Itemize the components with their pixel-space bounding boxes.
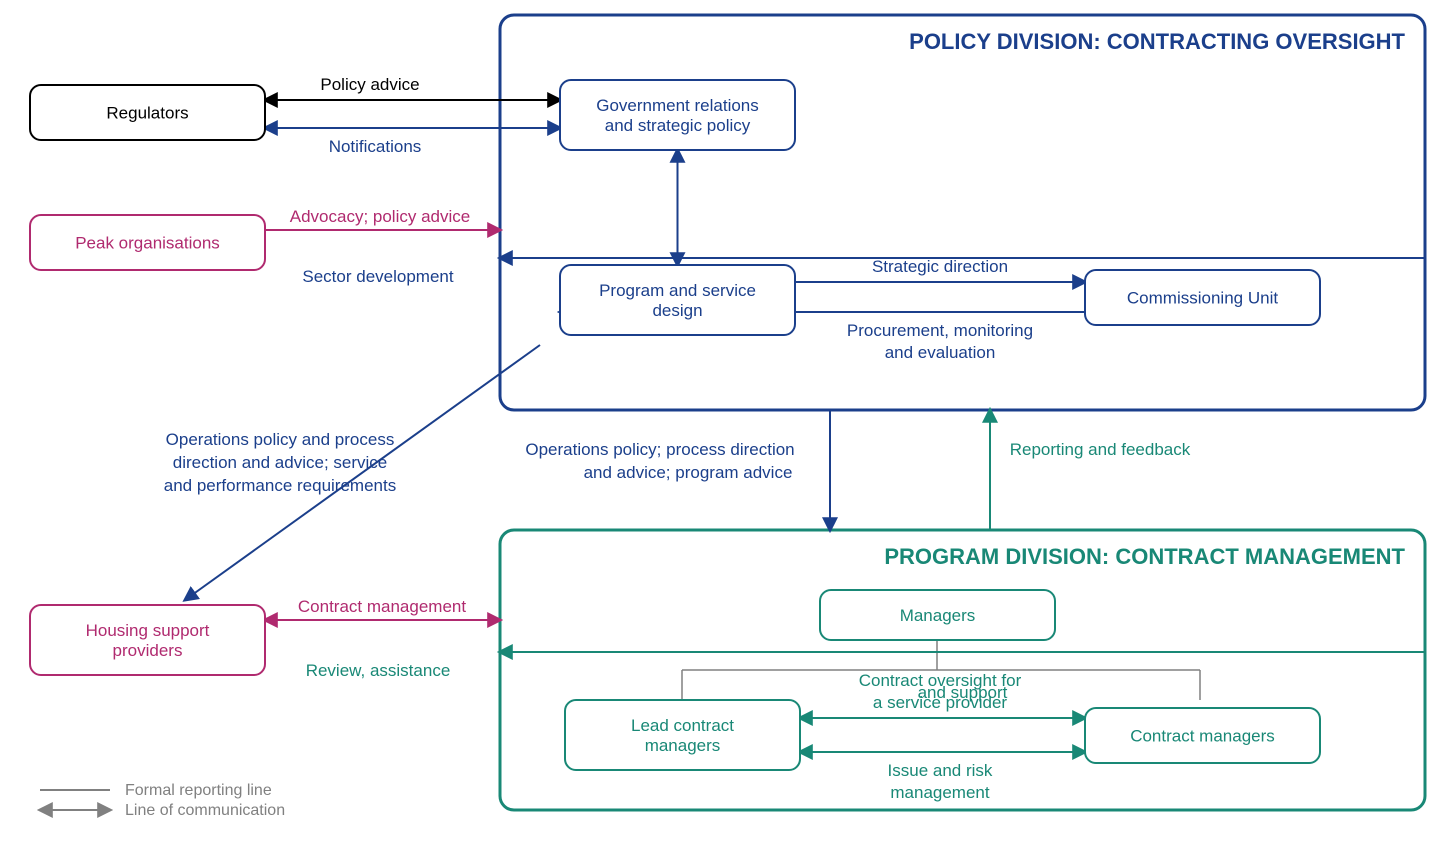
org-diagram: POLICY DIVISION: CONTRACTING OVERSIGHT PR… <box>0 0 1437 847</box>
legend-label-1: Line of communication <box>125 802 285 819</box>
node-housing-label-1: providers <box>113 641 183 660</box>
edge-label-11-0: Review, assistance <box>306 661 451 680</box>
edge-label-10-0: Contract management <box>298 597 466 616</box>
edge-progdesign-housing-9 <box>185 345 540 600</box>
node-progdesign-label-0: Program and service <box>599 281 756 300</box>
edge-label-12-1: a service provider <box>873 693 1008 712</box>
edge-label-1-0: Notifications <box>329 137 422 156</box>
edge-label-5-0: Strategic direction <box>872 257 1008 276</box>
edge-label-13-1: management <box>890 783 990 802</box>
node-regulators-label-0: Regulators <box>106 104 188 123</box>
edge-label-12-0: Contract oversight for <box>859 671 1022 690</box>
container-program-title: PROGRAM DIVISION: CONTRACT MANAGEMENT <box>884 544 1405 569</box>
node-housing <box>30 605 265 675</box>
node-progdesign <box>560 265 795 335</box>
edge-label-9-1: direction and advice; service <box>173 453 388 472</box>
edge-label-6-1: and evaluation <box>885 343 996 362</box>
node-govrel-label-0: Government relations <box>596 96 759 115</box>
edge-label-8-0: Reporting and feedback <box>1010 440 1191 459</box>
node-cm-label-0: Contract managers <box>1130 727 1275 746</box>
container-policy-title: POLICY DIVISION: CONTRACTING OVERSIGHT <box>909 29 1405 54</box>
node-leadcm-label-0: Lead contract <box>631 716 734 735</box>
edge-label-7-0: Operations policy; process direction <box>525 440 794 459</box>
node-communit-label-0: Commissioning Unit <box>1127 289 1278 308</box>
node-managers-label-0: Managers <box>900 606 976 625</box>
edge-label-3-0: Sector development <box>302 267 453 286</box>
edge-label-0-0: Policy advice <box>320 75 419 94</box>
node-housing-label-0: Housing support <box>86 621 210 640</box>
edge-label-9-0: Operations policy and process <box>166 430 395 449</box>
edge-label-2-0: Advocacy; policy advice <box>290 207 470 226</box>
node-progdesign-label-1: design <box>652 301 702 320</box>
node-govrel-label-1: and strategic policy <box>605 116 751 135</box>
edge-label-9-2: and performance requirements <box>164 476 396 495</box>
edge-label-13-0: Issue and risk <box>888 761 993 780</box>
legend-label-0: Formal reporting line <box>125 782 272 799</box>
edge-label-6-0: Procurement, monitoring <box>847 321 1033 340</box>
node-leadcm-label-1: managers <box>645 736 721 755</box>
node-peak-label-0: Peak organisations <box>75 234 220 253</box>
edge-label-7-1: and advice; program advice <box>584 463 793 482</box>
node-leadcm <box>565 700 800 770</box>
node-govrel <box>560 80 795 150</box>
